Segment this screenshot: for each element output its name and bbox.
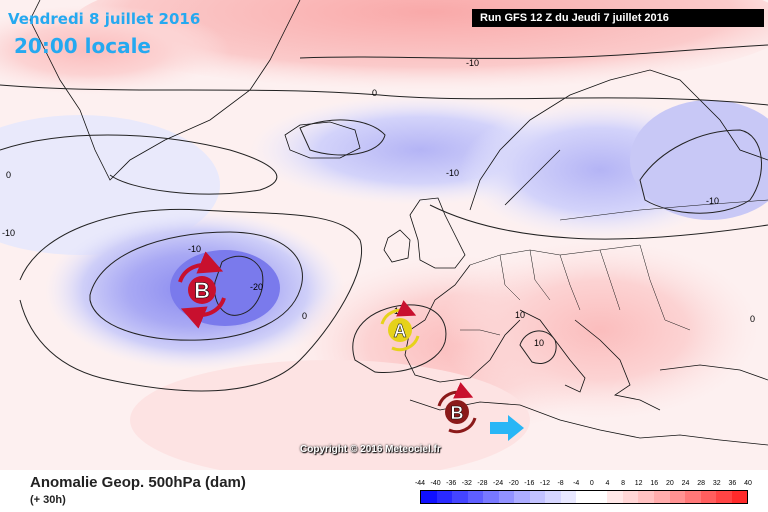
- geopotential-anomaly-map: -10 0 -10 -10 -10 -20 0 -10 0 10 10 10 0…: [0, 0, 768, 470]
- low-pressure-africa: B: [437, 382, 477, 434]
- contour-label: 10: [534, 338, 544, 348]
- legend-tick-label: 24: [681, 480, 690, 487]
- legend-color-cell: [622, 491, 639, 503]
- contour-minus10-north: [299, 44, 768, 59]
- legend-tick-label: -24: [493, 480, 504, 487]
- ireland-coast: [383, 229, 411, 263]
- contour-zero-europe: [429, 204, 768, 240]
- map-variable-title: Anomalie Geop. 500hPa (dam): [30, 474, 246, 491]
- legend-tick-label: -28: [477, 480, 488, 487]
- coastlines: [29, 0, 768, 446]
- legend-tick-label: 12: [634, 480, 643, 487]
- contour-zero-north: [0, 84, 768, 106]
- forecast-hour: (+ 30h): [30, 494, 66, 506]
- legend-tick-label: 0: [589, 480, 594, 487]
- legend-tick-label: 16: [650, 480, 659, 487]
- legend-tick-label: -44: [414, 480, 426, 487]
- legend-color-cell: [638, 491, 654, 503]
- north-positive-anomaly-2: [0, 5, 230, 95]
- legend-tick-label: -36: [446, 480, 457, 487]
- legend-tick-label: -4: [573, 480, 580, 487]
- legend-tick-label: -8: [557, 480, 564, 487]
- legend-color-cell: [731, 491, 748, 503]
- legend-color-cell: [436, 491, 453, 503]
- norway-fjords: [504, 149, 561, 206]
- contour-label: 10: [515, 310, 525, 320]
- contour-label: 0: [302, 311, 307, 321]
- legend-tick-label: 28: [697, 480, 706, 487]
- legend-tick-label: -20: [508, 480, 519, 487]
- legend-tick-label: 20: [665, 480, 674, 487]
- contours: [0, 44, 768, 392]
- legend-tick-label: 8: [621, 480, 625, 487]
- contour-label: -10: [188, 244, 201, 254]
- legend-color-cell: [576, 491, 592, 503]
- forecast-date: Vendredi 8 juillet 2016: [8, 10, 201, 28]
- copyright-notice: Copyright © 2016 Meteociel.fr: [300, 444, 441, 455]
- contour-label: -20: [250, 282, 263, 292]
- low-letter: B: [451, 403, 464, 423]
- legend-tick-label: -16: [524, 480, 535, 487]
- contour-label: -10: [706, 196, 719, 206]
- flow-arrow-icon: [490, 415, 524, 441]
- legend-tick-label: -40: [430, 480, 441, 487]
- legend-tick-label: 4: [605, 480, 610, 487]
- contour-minus10-scandi: [639, 129, 762, 214]
- legend-color-cell: [716, 491, 732, 503]
- legend-color-cell: [653, 491, 670, 503]
- legend-color-cell: [421, 491, 437, 503]
- legend-color-cell: [669, 491, 686, 503]
- legend-color-cell: [498, 491, 515, 503]
- southwest-positive-anomaly: [130, 360, 530, 470]
- contour-zero-greenland: [0, 134, 278, 195]
- high-letter: A: [394, 321, 407, 341]
- italy-coast: [519, 309, 586, 393]
- contour-label: -10: [466, 58, 479, 68]
- legend-color-cell: [591, 491, 608, 503]
- legend-tick-label: -32: [461, 480, 472, 487]
- low-letter: B: [194, 278, 210, 303]
- legend-color-cell: [514, 491, 530, 503]
- legend-color-cell: [685, 491, 701, 503]
- contour-minus20-atlantic: [213, 255, 264, 316]
- contour-label: 0: [6, 170, 11, 180]
- color-scale-legend: -44 -40 -36 -32 -28 -24 -20 -16 -12 -8 -4 0 4 8 12 16 20…: [415, 480, 752, 508]
- contour-minus10-northsea: [299, 119, 386, 156]
- contour-label: 0: [372, 88, 377, 98]
- forecast-local-time: 20:00 locale: [14, 34, 151, 58]
- mediterranean-positive-anomaly: [440, 240, 760, 420]
- legend-color-cell: [483, 491, 499, 503]
- contour-label: -10: [2, 228, 15, 238]
- legend-color-bar: [420, 490, 748, 504]
- contour-minus10-atlantic: [89, 231, 303, 341]
- scandinavia-coast: [469, 69, 768, 211]
- legend-tick-label: 36: [728, 480, 737, 487]
- balkan-coast: [574, 319, 661, 411]
- high-pressure-iberia: A: [380, 300, 420, 352]
- legend-color-cell: [545, 491, 561, 503]
- france-iberia-coast: [404, 264, 521, 383]
- legend-tick-label: -12: [539, 480, 550, 487]
- legend-color-cell: [560, 491, 577, 503]
- contour-label: 0: [750, 314, 755, 324]
- low-pressure-atlantic: B: [178, 251, 226, 329]
- turkey-coast: [659, 364, 768, 381]
- legend-color-cell: [467, 491, 484, 503]
- contour-10-iberia: [352, 304, 447, 374]
- legend-color-cell: [452, 491, 468, 503]
- great-britain-coast: [409, 197, 466, 269]
- greenland-coast: [29, 0, 301, 181]
- legend-tick-label: 32: [712, 480, 721, 487]
- country-borders: [460, 199, 768, 336]
- model-run-info: Run GFS 12 Z du Jeudi 7 juillet 2016: [472, 9, 764, 27]
- contour-label: -10: [446, 168, 459, 178]
- contour-zero-atlantic: [19, 208, 362, 392]
- legend-tick-label: 40: [744, 480, 752, 487]
- contour-10-med: [519, 330, 557, 364]
- legend-color-cell: [700, 491, 717, 503]
- legend-color-cell: [529, 491, 546, 503]
- atlantic-low-core: [170, 250, 280, 326]
- legend-color-cell: [607, 491, 623, 503]
